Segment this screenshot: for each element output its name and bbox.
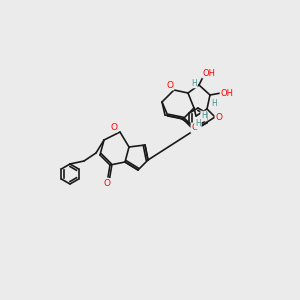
- Text: O: O: [215, 112, 223, 122]
- Text: OH: OH: [220, 88, 233, 98]
- Text: H: H: [191, 79, 197, 88]
- Text: H: H: [195, 119, 201, 128]
- Text: H: H: [201, 112, 207, 121]
- Text: O: O: [103, 179, 110, 188]
- Text: OH: OH: [202, 68, 215, 77]
- Text: O: O: [167, 80, 173, 89]
- Text: O: O: [110, 122, 118, 131]
- Text: O: O: [191, 124, 199, 133]
- Text: H: H: [211, 98, 217, 107]
